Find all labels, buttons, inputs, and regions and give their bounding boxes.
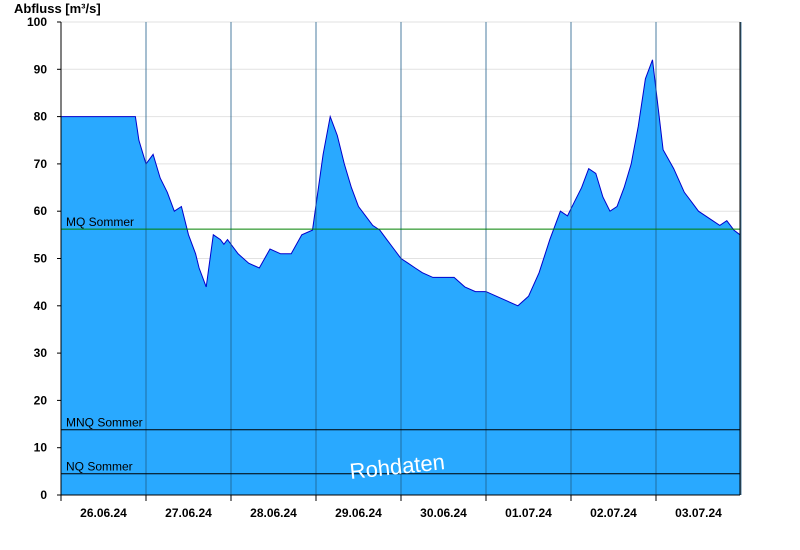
x-tick-label: 28.06.24 [250, 506, 297, 520]
y-tick-label: 0 [40, 488, 47, 502]
x-tick-label: 03.07.24 [675, 506, 722, 520]
y-tick-label: 90 [34, 62, 48, 76]
x-tick-label: 29.06.24 [335, 506, 382, 520]
ref-label: MNQ Sommer [66, 416, 143, 430]
discharge-line [61, 59, 741, 307]
axes: 0 10 20 30 40 50 60 70 80 90 100 26.06.24 27.06.24 28… [27, 15, 741, 520]
y-tick-label: 50 [34, 252, 48, 266]
x-tick-label: 26.06.24 [80, 506, 127, 520]
day-separators [145, 22, 742, 495]
reference-lines: MQ Sommer MNQ Sommer NQ Sommer [61, 215, 740, 475]
y-tick-label: 40 [34, 299, 48, 313]
y-tick-label: 30 [34, 346, 48, 360]
x-tick-label: 01.07.24 [505, 506, 552, 520]
y-tick-label: 100 [27, 15, 47, 29]
x-tick-label: 27.06.24 [165, 506, 212, 520]
y-tick-label: 70 [34, 157, 48, 171]
y-tick-label: 10 [34, 441, 48, 455]
y-tick-label: 20 [34, 393, 48, 407]
ref-label: NQ Sommer [66, 460, 133, 474]
y-tick-label: 80 [34, 110, 48, 124]
y-axis-label: Abfluss [m³/s] [14, 1, 101, 16]
x-tick-label: 02.07.24 [590, 506, 637, 520]
y-tick-label: 60 [34, 204, 48, 218]
ref-label: MQ Sommer [66, 215, 134, 229]
x-tick-label: 30.06.24 [420, 506, 467, 520]
